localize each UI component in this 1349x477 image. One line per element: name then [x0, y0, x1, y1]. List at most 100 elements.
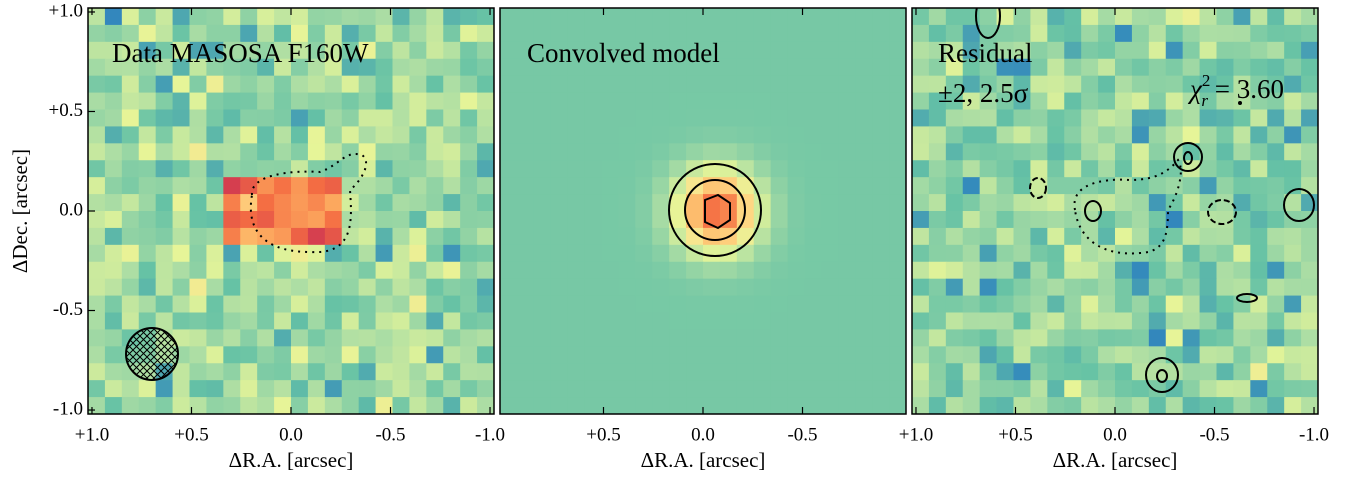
pixel: [460, 312, 478, 330]
pixel: [307, 75, 326, 94]
pixel: [104, 75, 123, 94]
pixel: [1165, 329, 1184, 347]
pixel: [1301, 329, 1318, 347]
pixel: [686, 227, 704, 246]
pixel: [426, 160, 444, 178]
pixel: [206, 244, 224, 263]
pixel: [409, 295, 427, 313]
pixel: [1284, 244, 1302, 263]
pixel: [341, 346, 360, 364]
pixel: [104, 58, 123, 77]
pixel: [1250, 227, 1268, 246]
pixel: [426, 126, 444, 144]
pixel: [443, 75, 461, 94]
pixel: [1182, 227, 1201, 246]
pixel: [88, 295, 106, 313]
pixel: [206, 160, 224, 178]
pixel: [500, 8, 518, 26]
pixel: [88, 329, 106, 347]
pixel: [1064, 92, 1082, 110]
pixel: [516, 24, 535, 43]
pixel: [460, 244, 478, 263]
pixel: [172, 126, 190, 144]
y-tick-label: 0.0: [59, 199, 83, 220]
pixel: [753, 177, 772, 195]
pixel: [584, 295, 602, 313]
pixel: [635, 109, 653, 127]
pixel: [1250, 312, 1268, 330]
pixel: [821, 346, 839, 364]
pixel: [460, 380, 478, 398]
pixel: [291, 363, 309, 381]
pixel: [912, 24, 930, 43]
pixel: [477, 380, 494, 398]
pixel: [979, 8, 998, 26]
pixel: [324, 109, 343, 127]
pixel: [635, 177, 653, 195]
pixel: [945, 58, 964, 77]
pixel: [307, 41, 326, 60]
pixel: [962, 295, 981, 313]
pixel: [652, 227, 670, 246]
pixel: [392, 244, 410, 263]
pixel: [996, 126, 1014, 144]
pixel: [1013, 194, 1031, 212]
pixel: [1098, 346, 1116, 364]
pixel: [872, 41, 890, 60]
pixel: [601, 177, 619, 195]
pixel: [341, 92, 360, 110]
pixel: [324, 75, 343, 94]
pixel: [1081, 75, 1099, 94]
pixel: [567, 41, 586, 60]
pixel: [996, 227, 1014, 246]
pixel: [358, 194, 377, 212]
pixel: [443, 126, 461, 144]
pixel: [601, 211, 619, 229]
pixel: [889, 244, 906, 263]
pixel: [1250, 329, 1268, 347]
pixel: [838, 126, 856, 144]
pixel: [652, 261, 670, 280]
pixel: [516, 41, 535, 60]
pixel: [172, 177, 190, 195]
pixel: [928, 58, 947, 77]
pixel: [1182, 363, 1201, 381]
pixel: [324, 312, 343, 330]
pixel: [240, 397, 258, 414]
x-tick-label: 0.0: [1103, 424, 1127, 445]
pixel: [189, 194, 207, 212]
pixel: [928, 312, 947, 330]
pixel: [753, 380, 772, 398]
pixel: [477, 363, 494, 381]
pixel: [443, 109, 461, 127]
pixel: [426, 312, 444, 330]
pixel: [1013, 244, 1031, 263]
pixel: [821, 312, 839, 330]
pixel: [223, 41, 241, 60]
pixel: [787, 227, 805, 246]
pixel: [945, 194, 964, 212]
pixel: [821, 126, 839, 144]
pixel: [1267, 75, 1285, 94]
pixel: [996, 278, 1014, 297]
pixel: [1064, 397, 1082, 414]
pixel: [1284, 109, 1302, 127]
pixel: [979, 244, 998, 263]
pixel: [206, 397, 224, 414]
pixel: [392, 8, 410, 26]
pixel: [1165, 295, 1184, 313]
pixel: [1131, 194, 1150, 212]
pixel: [341, 177, 360, 195]
pixel: [533, 126, 552, 144]
pixel: [962, 211, 981, 229]
pixel: [872, 143, 890, 161]
pixel: [855, 261, 873, 280]
pixel: [584, 278, 602, 297]
pixel: [500, 24, 518, 43]
pixel: [567, 75, 586, 94]
pixel: [206, 177, 224, 195]
pixel: [719, 75, 738, 94]
pixel: [274, 109, 292, 127]
pixel: [426, 346, 444, 364]
pixel: [206, 41, 224, 60]
